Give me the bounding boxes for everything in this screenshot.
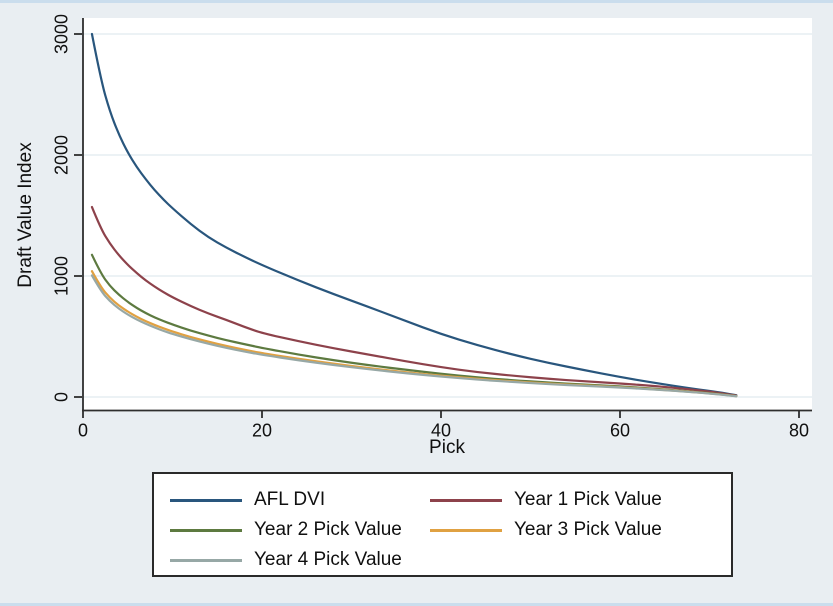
legend-entry-year-2-pick-value: Year 2 Pick Value xyxy=(170,519,430,541)
legend-entry-year-1-pick-value: Year 1 Pick Value xyxy=(430,489,731,511)
x-tick-label-80: 80 xyxy=(788,420,810,441)
legend-entry-year-4-pick-value: Year 4 Pick Value xyxy=(170,549,430,571)
legend-swatch-year-3-pick-value xyxy=(430,528,502,532)
legend-entry-year-3-pick-value: Year 3 Pick Value xyxy=(430,519,731,541)
legend-label-year-1-pick-value: Year 1 Pick Value xyxy=(514,489,662,510)
plot-area xyxy=(83,18,812,411)
legend-label-year-2-pick-value: Year 2 Pick Value xyxy=(254,519,402,540)
legend-swatch-afl-dvi xyxy=(170,498,242,502)
curve-year-4-pick-value xyxy=(90,274,738,398)
legend-label-year-4-pick-value: Year 4 Pick Value xyxy=(254,549,402,570)
gridlines xyxy=(83,33,812,398)
x-tick-label-0: 0 xyxy=(77,420,89,441)
legend-box: AFL DVI Year 1 Pick Value Year 2 Pick Valu… xyxy=(152,472,733,577)
top-edge-strip xyxy=(0,0,833,3)
y-tick-label-1000: 1000 xyxy=(51,255,72,297)
x-tick-label-60: 60 xyxy=(609,420,631,441)
legend-swatch-year-4-pick-value xyxy=(170,558,242,562)
y-axis-title: Draft Value Index xyxy=(15,142,36,288)
legend-entry-afl-dvi: AFL DVI xyxy=(170,489,430,511)
tick-marks xyxy=(74,33,800,418)
legend-swatch-year-2-pick-value xyxy=(170,528,242,532)
y-tick-label-0: 0 xyxy=(51,391,72,403)
curve-afl-dvi xyxy=(90,32,738,397)
curves xyxy=(90,32,738,398)
bottom-edge-strip xyxy=(0,603,833,606)
x-tick-label-20: 20 xyxy=(251,420,273,441)
x-axis-title: Pick xyxy=(429,437,465,458)
legend-label-afl-dvi: AFL DVI xyxy=(254,489,326,510)
x-tick-label-40: 40 xyxy=(430,420,452,441)
legend-swatch-year-1-pick-value xyxy=(430,498,502,502)
y-tick-label-3000: 3000 xyxy=(51,13,72,55)
legend-grid: AFL DVI Year 1 Pick Value Year 2 Pick Valu… xyxy=(154,474,731,575)
curve-year-1-pick-value xyxy=(90,205,738,397)
y-tick-label-2000: 2000 xyxy=(51,134,72,176)
legend-label-year-3-pick-value: Year 3 Pick Value xyxy=(514,519,662,540)
